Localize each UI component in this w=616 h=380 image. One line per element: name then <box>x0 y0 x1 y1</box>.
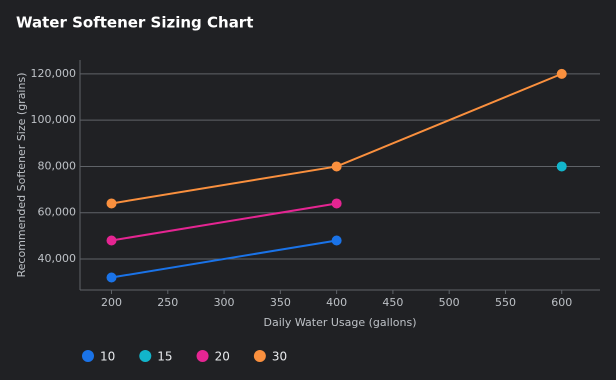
x-tick-label: 550 <box>495 296 516 309</box>
data-point <box>106 235 117 246</box>
series-line <box>111 202 337 242</box>
data-point <box>331 161 342 172</box>
x-tick-label: 200 <box>101 296 122 309</box>
x-tick-label: 250 <box>157 296 178 309</box>
legend-label: 10 <box>100 350 115 364</box>
legend-marker <box>196 350 209 362</box>
chart-title: Water Softener Sizing Chart <box>16 14 253 32</box>
x-tick-label: 600 <box>551 296 572 309</box>
data-point <box>556 161 567 172</box>
legend-marker <box>82 350 94 362</box>
y-tick-label: 40,000 <box>38 252 77 265</box>
data-point <box>331 198 342 209</box>
y-tick-label: 100,000 <box>31 113 77 126</box>
x-tick-label: 300 <box>214 296 235 309</box>
data-point <box>556 68 567 79</box>
x-tick-label: 350 <box>270 296 291 309</box>
legend-label: 20 <box>215 350 230 364</box>
legend-label: 30 <box>272 350 287 364</box>
data-point <box>331 235 342 246</box>
y-axis-label: Recommended Softener Size (grains) <box>15 73 28 278</box>
y-tick-label: 80,000 <box>38 159 77 172</box>
data-point <box>106 272 117 283</box>
data-point <box>106 198 117 209</box>
x-tick-label: 500 <box>439 296 460 309</box>
series-line <box>111 72 563 205</box>
legend-marker <box>139 350 152 362</box>
series-line <box>111 239 337 279</box>
y-tick-label: 60,000 <box>38 206 77 219</box>
x-tick-label: 450 <box>382 296 403 309</box>
legend: 10 15 20 30 <box>82 350 287 364</box>
x-axis-label: Daily Water Usage (gallons) <box>264 316 417 329</box>
x-tick-label: 400 <box>326 296 347 309</box>
legend-label: 15 <box>157 350 172 364</box>
y-tick-label: 120,000 <box>31 67 77 80</box>
legend-marker <box>253 350 266 362</box>
